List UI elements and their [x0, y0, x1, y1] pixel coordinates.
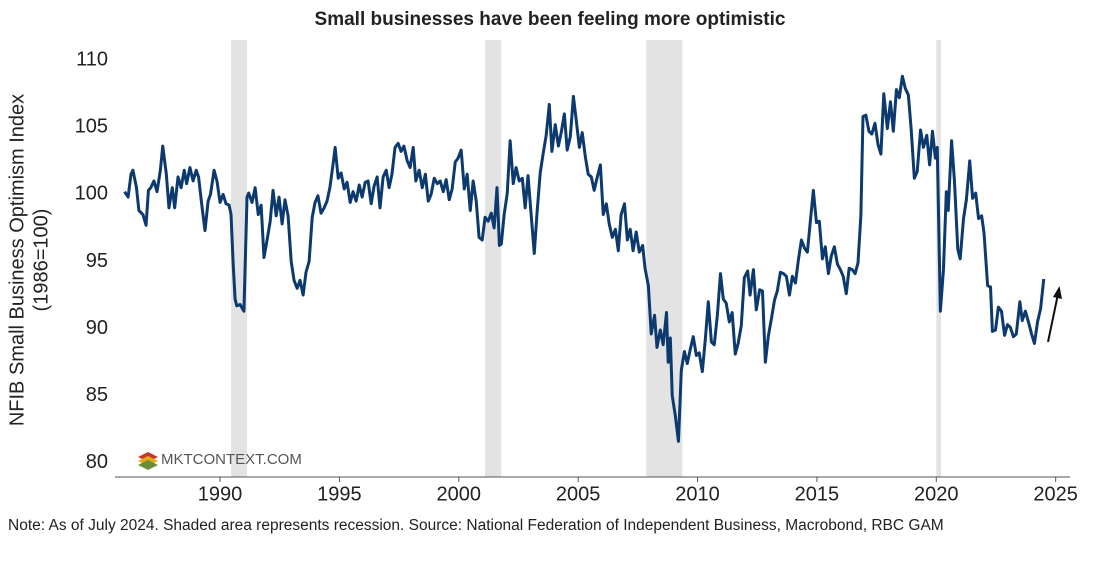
- arrow-head: [1053, 286, 1062, 299]
- y-tick-label: 80: [86, 451, 108, 473]
- recession-bands: [231, 40, 942, 477]
- y-tick-label: 110: [76, 48, 108, 70]
- trend-arrow: [1047, 286, 1062, 343]
- series-line: [123, 74, 1046, 443]
- x-tick-label: 2025: [1033, 483, 1078, 505]
- x-tick-label: 1995: [317, 483, 362, 505]
- y-axis-label: NFIB Small Business Optimism Index (1986…: [6, 94, 52, 426]
- x-tick-label: 2005: [556, 483, 601, 505]
- y-tick-label: 85: [86, 384, 108, 406]
- y-tick-label: 105: [75, 116, 108, 138]
- x-tick-label: 2010: [675, 483, 720, 505]
- x-tick-label: 2015: [795, 483, 840, 505]
- series: [123, 74, 1046, 443]
- y-axis-label-line: NFIB Small Business Optimism Index: [6, 94, 28, 426]
- y-tick-label: 95: [86, 250, 108, 272]
- logo-layer: [138, 460, 158, 470]
- recession-band: [646, 40, 683, 477]
- x-tick-label: 2000: [437, 483, 482, 505]
- y-axis-label-line: (1986=100): [30, 209, 52, 312]
- y-tick-label: 90: [86, 317, 108, 339]
- note: Note: As of July 2024. Shaded area repre…: [8, 517, 944, 534]
- y-tick-label: 100: [75, 183, 108, 205]
- recession-band: [485, 40, 502, 477]
- arrow-shaft: [1047, 293, 1059, 343]
- watermark-text: MKTCONTEXT.COM: [161, 451, 302, 468]
- watermark: MKTCONTEXT.COM: [138, 451, 302, 470]
- chart-title: Small businesses have been feeling more …: [315, 9, 786, 30]
- axes: 1990 1995 2000 2005 2010 2015 2020 2025 80 85 90 95…: [75, 48, 1078, 505]
- recession-band: [231, 40, 248, 477]
- x-tick-label: 2020: [914, 483, 959, 505]
- x-tick-label: 1990: [198, 483, 243, 505]
